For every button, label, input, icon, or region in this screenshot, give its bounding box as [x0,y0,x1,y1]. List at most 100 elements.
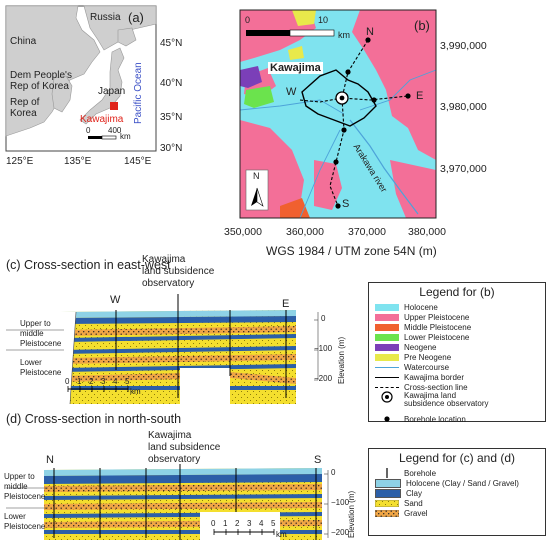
d-holocene [44,468,322,476]
legend-cd-label: Holocene (Clay / Sand / Gravel) [406,478,519,488]
panel-c-unit-5: Pleistocene [20,368,62,377]
legend-b-item-neogene: Neogene [375,342,545,352]
panel-c-scale-2: 2 [89,377,94,386]
panel-a: (a) Russia China Dem People's Rep of Kor… [0,0,200,180]
panel-c-elev-200: −200 [314,374,333,383]
panel-d-scale-0: 0 [211,519,216,528]
panel-c-elev-label: Elevation (m) [337,336,346,384]
legend-cd-item-sand: Sand [375,498,545,508]
panel-c-title: (c) Cross-section in east-west [6,258,171,272]
panel-b-map [239,9,437,219]
legend-cd-label: Borehole [404,468,437,478]
panel-c-unit-2: middle [20,329,44,338]
legend-cd-item-borehole: Borehole [375,468,545,478]
legend-b-label: Middle Pleistocene [404,322,472,332]
panel-c-end-w: W [110,294,121,306]
panel-b: (b) Kawajima N W E S Arakawa river N 0 1… [200,0,550,262]
kawajima-border [301,69,377,127]
panel-c-unit-3: Pleistocene [20,339,62,348]
watercourse-1 [239,99,345,115]
watercourse-2 [299,129,341,219]
panel-c-end-e: E [282,298,290,310]
panel-a-map [5,5,157,152]
panel-c-unit-1: Upper to [20,319,51,328]
borehole-line-icon [375,468,399,478]
panel-c-elev-0: 0 [321,314,326,323]
panel-d-elev-0: 0 [331,468,336,477]
x-tick-370000: 370,000 [348,226,386,238]
panel-c-observatory-3: observatory [142,278,195,289]
borehole-north [365,37,371,43]
pre-neogene-patch [288,46,304,60]
swatch-neogene [375,343,399,351]
panel-c-scale-1: 1 [77,377,82,386]
panel-c-scale-5: 5 [125,377,130,386]
lat-tick-35: 35°N [160,112,183,123]
y-tick-3970000: 3,970,000 [440,163,487,175]
kawajima-site-marker [110,102,118,110]
panel-c-scale-3: 3 [101,377,106,386]
panel-c: (c) Cross-section in east-west Kawajima … [0,254,346,408]
scale-a-zero: 0 [86,126,91,135]
label-pacific-ocean: Pacific Ocean [133,62,144,124]
panel-d-unit-4: Lower [4,512,26,521]
legend-b-item-upper-pleistocene: Upper Pleistocene [375,312,545,322]
point-w: W [286,86,297,98]
scale-a-unit: km [120,132,131,141]
panel-d-observatory-1: Kawajima [148,430,192,441]
lat-tick-40: 40°N [160,78,183,89]
label-dprk-1: Dem People's [10,70,72,81]
x-tick-380000: 380,000 [408,226,446,238]
lon-tick-125: 125°E [6,156,34,167]
panel-c-scale-0: 0 [65,377,70,386]
borehole-dot-icon [375,414,399,424]
swatch-clay [375,488,401,498]
panel-d-scale-unit: km [276,530,287,539]
panel-d-elev-label: Elevation (m) [347,490,356,538]
legend-cd-item-holocene: Holocene (Clay / Sand / Gravel) [375,478,545,488]
label-dprk-2: Rep of Korea [10,81,69,92]
hokkaido-land [117,27,137,47]
panel-b-label: (b) [414,18,430,33]
panel-d-observatory-3: observatory [148,454,201,465]
panel-d-end-n: N [46,454,54,466]
legend-b: Legend for (b) Holocene Upper Pleistocen… [368,282,546,424]
asia-land [5,5,101,137]
point-s: S [342,198,350,210]
panel-d-end-s: S [314,454,322,466]
label-china: China [10,36,37,47]
c-clay-2 [66,334,296,342]
panel-d: (d) Cross-section in north-south Kawajim… [0,412,360,547]
panel-d-scale-2: 2 [235,519,240,528]
observatory-icon [375,391,399,403]
panel-d-title: (d) Cross-section in north-south [6,412,182,426]
panel-a-label: (a) [128,10,144,25]
lat-tick-30: 30°N [160,143,183,154]
panel-d-unit-3: Pleistocene [4,492,46,501]
point-n: N [366,26,374,38]
legend-b-label: Neogene [404,342,437,352]
scale-b-value: 10 [318,15,329,25]
d-gravel-2 [44,502,322,510]
label-rok-2: Korea [10,108,37,119]
border-line-icon [375,374,399,381]
lon-tick-145: 145°E [124,156,152,167]
panel-d-unit-5: Pleistocene [4,522,46,531]
pre-neogene-patch-2 [292,10,316,26]
swatch-holocene [375,303,399,311]
borehole-3 [371,97,377,103]
panel-c-observatory-2: land subsidence [142,266,215,277]
panel-d-elev-100: −100 [331,498,350,507]
legend-cd: Legend for (c) and (d) Borehole Holocene… [368,448,546,536]
swatch-holocene-cd [375,478,401,488]
legend-b-label: Kawajima border [404,372,465,382]
label-kawajima-b: Kawajima [268,62,323,74]
legend-b-label: Pre Neogene [404,352,452,362]
panel-d-scale-1: 1 [223,519,228,528]
panel-b-xlabel: WGS 1984 / UTM zone 54N (m) [266,244,437,258]
legend-b-label: Watercourse [404,362,450,372]
legend-b-item-holocene: Holocene [375,302,545,312]
lower-pleistocene-patch [244,86,274,108]
x-tick-360000: 360,000 [286,226,324,238]
borehole-2 [345,69,351,75]
